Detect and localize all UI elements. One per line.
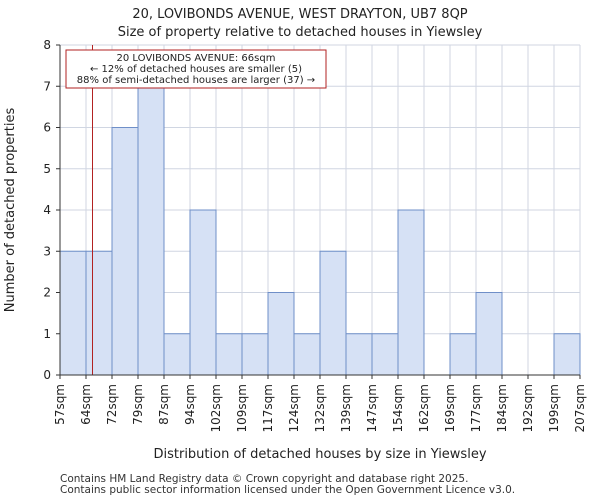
annotation-box: 20 LOVIBONDS AVENUE: 66sqm ← 12% of deta…	[65, 49, 327, 89]
y-tick-label: 3	[43, 244, 51, 258]
x-tick-label: 64sqm	[79, 384, 93, 425]
x-tick-label: 87sqm	[157, 384, 171, 425]
x-tick-label: 154sqm	[391, 384, 405, 432]
x-tick-label: 139sqm	[339, 384, 353, 432]
bar	[319, 250, 347, 376]
x-tick-label: 117sqm	[261, 384, 275, 432]
bar	[189, 209, 217, 376]
x-ticks: 57sqm 64sqm 72sqm 79sqm 87sqm 94sqm 102sqm 109s…	[53, 375, 587, 432]
bar	[293, 333, 321, 376]
y-tick-label: 2	[43, 286, 51, 300]
chart-subtitle: Size of property relative to detached ho…	[118, 25, 483, 40]
bar	[553, 333, 581, 376]
y-tick-label: 4	[43, 203, 51, 217]
y-axis-label: Number of detached properties	[3, 108, 18, 313]
annotation-border	[65, 49, 327, 89]
x-tick-label: 162sqm	[417, 384, 431, 432]
x-axis-label: Distribution of detached houses by size …	[153, 447, 486, 462]
bar	[215, 333, 243, 376]
bar	[85, 250, 113, 376]
x-tick-label: 147sqm	[365, 384, 379, 432]
bar	[241, 333, 269, 376]
footer-copyright: Contains HM Land Registry data © Crown c…	[60, 473, 469, 485]
bar	[397, 209, 425, 376]
x-tick-label: 199sqm	[547, 384, 561, 432]
x-tick-label: 169sqm	[443, 384, 457, 432]
x-tick-label: 124sqm	[287, 384, 301, 432]
bar	[475, 292, 503, 376]
bar	[59, 250, 87, 376]
y-tick-label: 8	[43, 38, 51, 52]
bar	[345, 333, 373, 376]
x-tick-label: 177sqm	[469, 384, 483, 432]
x-tick-label: 79sqm	[131, 384, 145, 425]
annotation-line-2: ← 12% of detached houses are smaller (5)	[90, 64, 302, 75]
y-tick-label: 1	[43, 327, 51, 341]
y-tick-label: 0	[43, 368, 51, 382]
y-tick-label: 6	[43, 121, 51, 135]
annotation-line-1: 20 LOVIBONDS AVENUE: 66sqm	[117, 53, 276, 64]
x-tick-label: 72sqm	[105, 384, 119, 425]
x-tick-label: 184sqm	[495, 384, 509, 432]
x-tick-label: 109sqm	[235, 384, 249, 432]
bar	[267, 292, 295, 376]
x-tick-label: 192sqm	[521, 384, 535, 432]
bar	[449, 333, 477, 376]
bar	[111, 127, 139, 376]
y-tick-label: 5	[43, 162, 51, 176]
y-ticks: 0 1 2 3 4 5 6 7 8	[43, 38, 60, 382]
bar	[137, 85, 165, 376]
x-tick-label: 132sqm	[313, 384, 327, 432]
footer-licence: Contains public sector information licen…	[60, 484, 516, 496]
x-tick-label: 94sqm	[183, 384, 197, 425]
x-tick-label: 207sqm	[573, 384, 587, 432]
y-tick-label: 7	[43, 79, 51, 93]
x-tick-label: 102sqm	[209, 384, 223, 432]
bars	[59, 85, 581, 376]
chart-title: 20, LOVIBONDS AVENUE, WEST DRAYTON, UB7 …	[132, 7, 467, 22]
x-tick-label: 57sqm	[53, 384, 67, 425]
annotation-line-3: 88% of semi-detached houses are larger (…	[77, 75, 315, 86]
bar	[371, 333, 399, 376]
bar	[163, 333, 191, 376]
